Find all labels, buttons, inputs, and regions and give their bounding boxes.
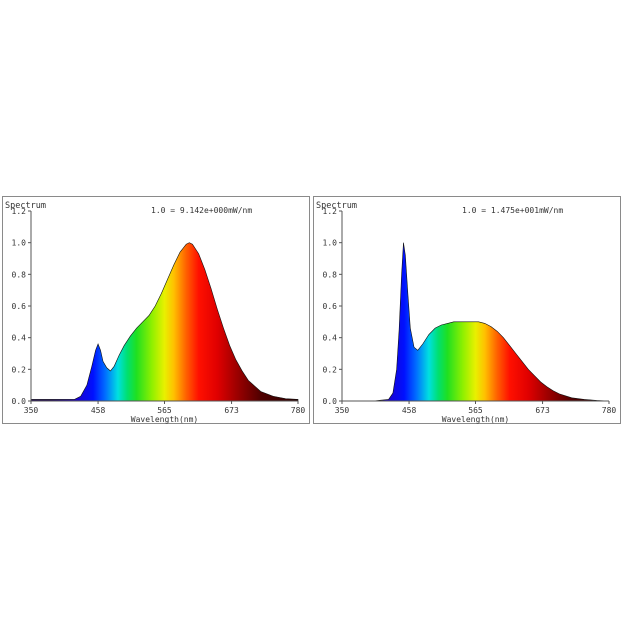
spectrum-chart-right: 0.0 0.2 0.4 0.6 0.8 1.0 1.2 350 458 565 673 780 Spec… <box>313 196 621 424</box>
x-tick-label: 673 <box>535 406 550 415</box>
chart-title: Spectrum <box>316 201 357 211</box>
x-tick-label: 350 <box>335 406 350 415</box>
y-tick-label: 0.0 <box>323 397 338 406</box>
x-tick-label: 458 <box>402 406 417 415</box>
y-tick-label: 0.4 <box>12 334 27 343</box>
x-tick-label: 780 <box>291 406 306 415</box>
y-tick-label: 1.2 <box>323 207 338 216</box>
y-tick-label: 0.8 <box>323 270 338 279</box>
spectrum-plot-left: 0.0 0.2 0.4 0.6 0.8 1.0 1.2 350 458 565 673 780 Spec… <box>5 201 306 424</box>
spectrum-chart-left: 0.0 0.2 0.4 0.6 0.8 1.0 1.2 350 458 565 673 780 Spec… <box>2 196 310 424</box>
x-tick-label: 565 <box>157 406 172 415</box>
y-tick-label: 1.2 <box>12 207 27 216</box>
y-tick-label: 0.0 <box>12 397 27 406</box>
y-tick-label: 1.0 <box>12 239 27 248</box>
y-tick-label: 1.0 <box>323 239 338 248</box>
x-tick-label: 350 <box>24 406 39 415</box>
y-tick-label: 0.6 <box>12 302 27 311</box>
y-tick-label: 0.4 <box>323 334 338 343</box>
scale-annotation: 1.0 = 1.475e+001mW/nm <box>462 206 563 215</box>
y-tick-label: 0.6 <box>323 302 338 311</box>
spectrum-area <box>30 242 299 402</box>
spectrum-plot-right: 0.0 0.2 0.4 0.6 0.8 1.0 1.2 350 458 565 673 780 Spec… <box>316 201 617 424</box>
y-tick-label: 0.8 <box>12 270 27 279</box>
y-tick-label: 0.2 <box>12 365 27 374</box>
spectrum-area <box>342 242 610 402</box>
x-axis-label: Wavelength(nm) <box>131 415 198 424</box>
x-axis-label: Wavelength(nm) <box>442 415 509 424</box>
x-tick-label: 780 <box>602 406 617 415</box>
x-tick-label: 565 <box>468 406 483 415</box>
chart-title: Spectrum <box>5 201 46 211</box>
x-tick-label: 458 <box>91 406 106 415</box>
y-tick-label: 0.2 <box>323 365 338 374</box>
x-tick-label: 673 <box>224 406 239 415</box>
scale-annotation: 1.0 = 9.142e+000mW/nm <box>151 206 252 215</box>
